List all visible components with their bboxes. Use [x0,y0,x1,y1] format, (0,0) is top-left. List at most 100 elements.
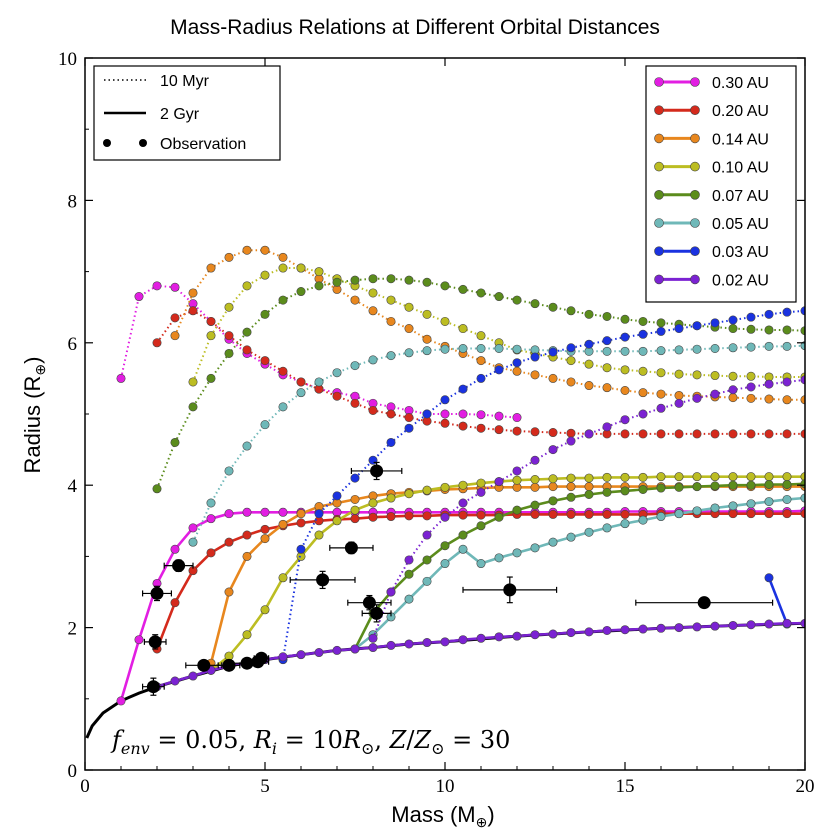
series-0-07-au-2gyr-point-3 [404,569,414,579]
series-0-05-au-10myr-point-15 [458,343,468,353]
series-0-05-au-10myr-point-31 [746,342,756,352]
series-0-07-au-2gyr-point-11 [548,496,558,506]
series-0-05-au-2gyr-point-24 [782,494,792,504]
y-axis-label: Radius (R⊕) [20,357,48,474]
series-0-10-au-10myr-point-23 [602,363,612,373]
series-0-02-au-10myr-point-19 [710,389,720,399]
series-0-07-au-10myr-point-17 [458,284,468,294]
series-0-20-au-2gyr-point-35 [782,509,792,519]
series-0-10-au-10myr-point-10 [368,288,378,298]
series-0-03-au-10myr-point-1 [296,544,306,554]
series-0-10-au-2gyr-point-17 [512,475,522,485]
annot-i: i [272,739,277,758]
series-0-03-au-10myr-point-16 [566,343,576,353]
series-0-30-au-2gyr-point-7 [242,507,252,517]
series-0-02-au-10myr-point-21 [746,382,756,392]
series-0-14-au-10myr-point-4 [242,245,252,255]
series-0-30-au-10myr-point-1 [134,292,144,302]
series-0-10-au-2gyr-point-13 [440,482,450,492]
series-0-03-au-10myr-point-3 [332,491,342,501]
series-0-02-au-2gyr-point-28 [656,623,666,633]
legend-obs-dot-1 [103,139,111,147]
series-0-05-au-10myr-point-25 [638,346,648,356]
x-tick-label-3: 15 [616,776,635,797]
x-tick-label-4: 20 [796,776,815,797]
series-0-05-au-10myr-point-26 [656,346,666,356]
series-0-03-au-10myr-point-6 [386,437,396,447]
series-0-10-au-2gyr-point-24 [638,472,648,482]
series-0-02-au-2gyr-point-35 [782,618,792,628]
series-0-14-au-10myr-point-10 [350,295,360,305]
legend-0-03-au-marker-left [654,246,664,256]
legend-0-03-au-marker-right [690,246,700,256]
series-0-30-au-2gyr-point-5 [206,514,216,524]
y-tick-label-2: 4 [68,476,78,497]
series-0-05-au-2gyr-point-3 [404,594,414,604]
series-0-14-au-10myr-point-32 [746,393,756,403]
series-0-02-au-2gyr-point-19 [494,632,504,642]
series-0-30-au-10myr-point-19 [458,409,468,419]
legend-0-14-au-label: 0.14 AU [712,131,769,148]
series-0-20-au-10myr-point-23 [566,428,576,438]
y-tick-label-1: 2 [68,619,78,640]
series-0-05-au-10myr-point-8 [332,368,342,378]
series-0-20-au-2gyr-point-32 [728,509,738,519]
series-0-07-au-2gyr-point-19 [692,482,702,492]
series-0-20-au-2gyr-point-21 [530,509,540,519]
series-0-02-au-10myr-point-0 [368,633,378,643]
series-0-05-au-2gyr-point-10 [530,543,540,553]
series-0-10-au-10myr-point-16 [476,331,486,341]
series-0-30-au-2gyr-point-9 [278,507,288,517]
series-0-07-au-10myr-point-1 [170,437,180,447]
x-axis-label-sub: ⊕ [476,814,488,830]
series-0-30-au-10myr-point-21 [494,411,504,421]
series-0-02-au-10myr-point-13 [602,422,612,432]
series-0-05-au-2gyr-point-14 [602,523,612,533]
legend-0-05-au-marker-right [690,218,700,228]
series-0-20-au-10myr-point-28 [656,429,666,439]
series-0-02-au-2gyr-point-30 [692,622,702,632]
series-0-14-au-10myr-point-23 [584,381,594,391]
annot-eq4: = 30 [445,726,511,754]
series-0-05-au-10myr-point-33 [782,341,792,351]
series-0-02-au-2gyr-line [156,621,805,688]
series-0-07-au-10myr-point-20 [512,295,522,305]
series-0-02-au-2gyr-point-17 [458,635,468,645]
series-0-07-au-10myr-point-3 [206,373,216,383]
series-0-10-au-10myr-point-12 [404,302,414,312]
observation-point-0 [146,680,160,694]
series-0-03-au-10myr-point-22 [674,324,684,334]
series-0-14-au-10myr-point-14 [422,334,432,344]
observation-point-5 [222,658,236,672]
series-0-02-au-2gyr-point-12 [368,643,378,653]
series-0-14-au-10myr-point-19 [512,366,522,376]
series-0-05-au-10myr-point-12 [404,348,414,358]
series-0-10-au-2gyr-point-7 [332,516,342,526]
series-0-14-au-10myr-point-17 [476,356,486,366]
series-0-10-au-10myr-point-21 [566,356,576,366]
series-0-30-au-2gyr-point-1 [134,635,144,645]
series-0-02-au-2gyr-point-34 [764,619,774,629]
series-0-03-au-10myr-point-4 [350,473,360,483]
series-0-05-au-2gyr-point-12 [566,532,576,542]
series-0-14-au-10myr-point-26 [638,388,648,398]
series-0-10-au-2gyr-point-28 [710,472,720,482]
series-0-07-au-2gyr-point-12 [566,492,576,502]
series-0-02-au-10myr-point-3 [422,530,432,540]
series-0-20-au-10myr-point-11 [350,398,360,408]
series-0-02-au-10myr-point-14 [620,415,630,425]
series-0-02-au-2gyr-point-31 [710,621,720,631]
series-0-10-au-10myr-point-24 [620,365,630,375]
series-0-05-au-10myr-point-28 [692,344,702,354]
series-0-14-au-10myr-point-34 [782,395,792,405]
series-0-14-au-2gyr-point-4 [278,519,288,529]
series-0-02-au-2gyr-point-9 [314,648,324,658]
annot-R: R [253,726,272,754]
legend-0-20-au-marker-right [690,105,700,115]
series-0-20-au-10myr-point-20 [512,426,522,436]
series-0-05-au-2gyr-point-21 [728,501,738,511]
series-0-02-au-10myr-point-12 [584,429,594,439]
legend-obs-dot-2 [139,139,147,147]
series-0-14-au-2gyr-point-2 [242,551,252,561]
series-0-05-au-2gyr-point-6 [458,544,468,554]
